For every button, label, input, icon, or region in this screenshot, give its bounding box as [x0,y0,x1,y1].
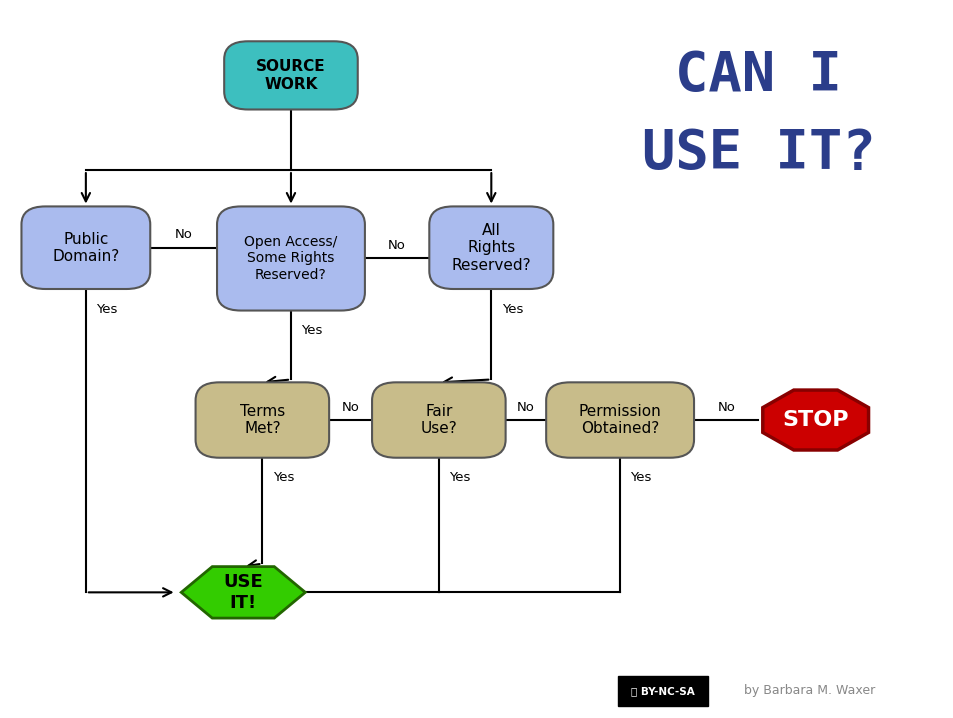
Text: No: No [517,401,535,414]
Text: USE
IT!: USE IT! [223,573,263,612]
Text: Yes: Yes [301,324,322,337]
Text: No: No [174,228,193,241]
Text: STOP: STOP [781,410,848,430]
Text: CAN I
USE IT?: CAN I USE IT? [641,50,874,180]
FancyBboxPatch shape [372,382,505,458]
FancyBboxPatch shape [545,382,694,458]
Polygon shape [762,390,867,450]
Text: Yes: Yes [630,471,651,485]
Text: Public
Domain?: Public Domain? [52,231,119,264]
Polygon shape [181,567,305,618]
FancyBboxPatch shape [21,207,151,289]
Text: No: No [717,401,735,414]
Text: Ⓒ BY-NC-SA: Ⓒ BY-NC-SA [631,686,694,696]
Text: No: No [388,239,406,252]
FancyBboxPatch shape [618,676,707,706]
Text: Terms
Met?: Terms Met? [239,404,285,437]
Text: Yes: Yes [449,471,470,485]
FancyBboxPatch shape [429,207,553,289]
Text: Fair
Use?: Fair Use? [420,404,456,437]
Text: Yes: Yes [96,302,117,316]
Text: No: No [341,401,359,414]
Text: Permission
Obtained?: Permission Obtained? [578,404,660,437]
Text: Open Access/
Some Rights
Reserved?: Open Access/ Some Rights Reserved? [244,236,337,281]
FancyBboxPatch shape [224,41,357,109]
Text: All
Rights
Reserved?: All Rights Reserved? [451,223,531,273]
Text: Yes: Yes [501,302,522,316]
FancyBboxPatch shape [216,207,364,310]
Text: by Barbara M. Waxer: by Barbara M. Waxer [743,684,875,697]
Text: SOURCE
WORK: SOURCE WORK [256,59,325,92]
Text: Yes: Yes [273,471,294,485]
FancyBboxPatch shape [195,382,329,458]
